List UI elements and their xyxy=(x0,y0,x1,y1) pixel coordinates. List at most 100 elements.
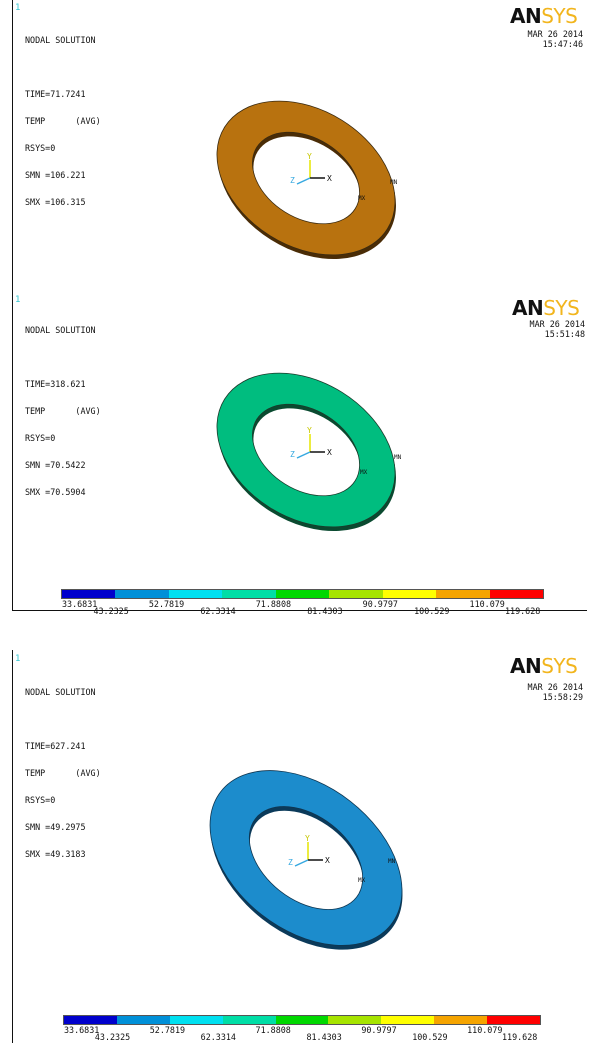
mn-marker: MN xyxy=(390,179,398,186)
window-number: 1 xyxy=(15,3,21,13)
info-time: TIME=627.241 xyxy=(25,741,86,751)
ansys-logo: ANSYS xyxy=(510,654,578,678)
info-title: NODAL SOLUTION xyxy=(25,35,96,45)
ring-face xyxy=(216,372,396,528)
window-border-bottom xyxy=(12,610,587,611)
triad-y-label: Y xyxy=(305,834,310,843)
legend-value-label: 100.529 xyxy=(412,1032,448,1042)
legend-value-label: 71.8808 xyxy=(255,599,292,609)
window-border xyxy=(12,0,13,292)
triad-z-label: Z xyxy=(290,176,295,185)
info-time: TIME=71.7241 xyxy=(25,89,86,99)
info-smn: SMN =70.5422 xyxy=(25,460,86,470)
mn-marker: MN xyxy=(388,858,396,865)
window-number: 1 xyxy=(15,654,21,664)
window-border xyxy=(12,650,13,1043)
solution-info: NODAL SOLUTION TIME=627.241 TEMP (AVG) R… xyxy=(25,670,101,877)
solution-info: NODAL SOLUTION TIME=71.7241 TEMP (AVG) R… xyxy=(25,18,101,225)
legend-value-label: 52.7819 xyxy=(149,1025,186,1035)
legend-color-bar xyxy=(63,1015,541,1025)
date-day: MAR 26 2014 xyxy=(529,319,585,329)
legend-value-label: 90.9797 xyxy=(361,1025,397,1035)
legend-color-swatch xyxy=(329,590,383,598)
date-stamp: MAR 26 2014 15:47:46 xyxy=(528,29,583,49)
legend-color-swatch xyxy=(62,590,116,598)
ring-face xyxy=(209,770,403,946)
legend-value-label: 43.2325 xyxy=(93,606,129,616)
ring-face xyxy=(216,100,396,256)
info-rsys: RSYS=0 xyxy=(25,433,56,443)
coordinate-triad: Y X Z xyxy=(290,426,332,459)
legend-value-label: 62.3314 xyxy=(200,1032,236,1042)
info-blank xyxy=(25,715,101,724)
info-smx: SMX =106.315 xyxy=(25,197,86,207)
legend-value-label: 71.8808 xyxy=(255,1025,291,1035)
legend-color-swatch xyxy=(275,590,330,598)
ansys-logo: ANSYS xyxy=(510,4,578,28)
contour-legend: 33.6831 52.7819 71.8808 90.9797 110.079 43.23… xyxy=(63,1015,541,1042)
legend-value-label: 33.6831 xyxy=(64,1025,100,1035)
info-title: NODAL SOLUTION xyxy=(25,687,96,697)
triad-z-label: Z xyxy=(288,858,293,867)
mn-marker: MN xyxy=(394,454,402,461)
ring-model: Y X Z MX MN xyxy=(216,100,398,260)
mx-marker: MX xyxy=(360,469,368,476)
legend-value-label: 43.2325 xyxy=(94,1032,131,1042)
legend-color-swatch xyxy=(275,1016,329,1024)
date-time: 15:47:46 xyxy=(542,38,583,49)
plot-window-2: 1 NODAL SOLUTION TIME=318.621 TEMP (AVG)… xyxy=(0,292,593,616)
ansys-logo: ANSYS xyxy=(512,296,580,320)
legend-color-swatch xyxy=(169,1016,223,1024)
triad-z-label: Z xyxy=(290,450,295,459)
info-smn: SMN =49.2975 xyxy=(25,822,86,832)
legend-color-swatch xyxy=(168,590,223,598)
info-smn: SMN =106.221 xyxy=(25,170,86,180)
info-temp: TEMP (AVG) xyxy=(25,768,101,778)
ring-model: Y X Z MX MN xyxy=(209,770,403,950)
contour-legend: 33.6831 52.7819 71.8808 90.9797 110.079 43.23… xyxy=(61,589,544,616)
legend-value-label: 119.628 xyxy=(505,606,541,616)
mx-marker: MX xyxy=(358,195,366,202)
legend-value-label: 81.4303 xyxy=(307,606,343,616)
legend-color-bar xyxy=(61,589,544,599)
date-time: 15:58:29 xyxy=(542,691,583,702)
legend-value-label: 81.4303 xyxy=(306,1032,342,1042)
info-rsys: RSYS=0 xyxy=(25,143,56,153)
info-smx: SMX =49.3183 xyxy=(25,849,86,859)
legend-color-swatch xyxy=(64,1016,117,1024)
info-rsys: RSYS=0 xyxy=(25,795,56,805)
date-day: MAR 26 2014 xyxy=(527,682,583,692)
legend-value-label: 62.3314 xyxy=(200,606,236,616)
legend-value-label: 33.6831 xyxy=(62,599,98,609)
info-temp: TEMP (AVG) xyxy=(25,406,101,416)
info-blank xyxy=(25,353,101,362)
plot-window-3: 1 NODAL SOLUTION TIME=627.241 TEMP (AVG)… xyxy=(0,650,593,1043)
legend-color-swatch xyxy=(489,590,543,598)
legend-color-swatch xyxy=(381,1016,435,1024)
mx-marker: MX xyxy=(358,877,366,884)
legend-color-swatch xyxy=(436,590,490,598)
legend-value-label: 90.9797 xyxy=(362,599,398,609)
window-number: 1 xyxy=(15,295,21,305)
coordinate-triad: Y X Z xyxy=(288,834,330,867)
info-blank xyxy=(25,63,101,72)
triad-x-label: X xyxy=(327,448,332,457)
info-temp: TEMP (AVG) xyxy=(25,116,101,126)
legend-color-swatch xyxy=(116,1016,170,1024)
ring-model: Y X Z MX MN xyxy=(216,372,402,532)
legend-color-swatch xyxy=(115,590,169,598)
solution-info: NODAL SOLUTION TIME=318.621 TEMP (AVG) R… xyxy=(25,308,101,515)
info-title: NODAL SOLUTION xyxy=(25,325,96,335)
legend-value-label: 52.7819 xyxy=(148,599,185,609)
triad-y-label: Y xyxy=(307,426,312,435)
triad-y-label: Y xyxy=(307,152,312,161)
info-time: TIME=318.621 xyxy=(25,379,86,389)
window-border xyxy=(12,292,13,610)
legend-color-swatch xyxy=(222,1016,276,1024)
legend-color-swatch xyxy=(487,1016,540,1024)
triad-x-label: X xyxy=(325,856,330,865)
legend-color-swatch xyxy=(434,1016,487,1024)
info-smx: SMX =70.5904 xyxy=(25,487,86,497)
plot-window-1: 1 NODAL SOLUTION TIME=71.7241 TEMP (AVG)… xyxy=(0,0,593,292)
date-stamp: MAR 26 2014 15:58:29 xyxy=(527,682,583,702)
